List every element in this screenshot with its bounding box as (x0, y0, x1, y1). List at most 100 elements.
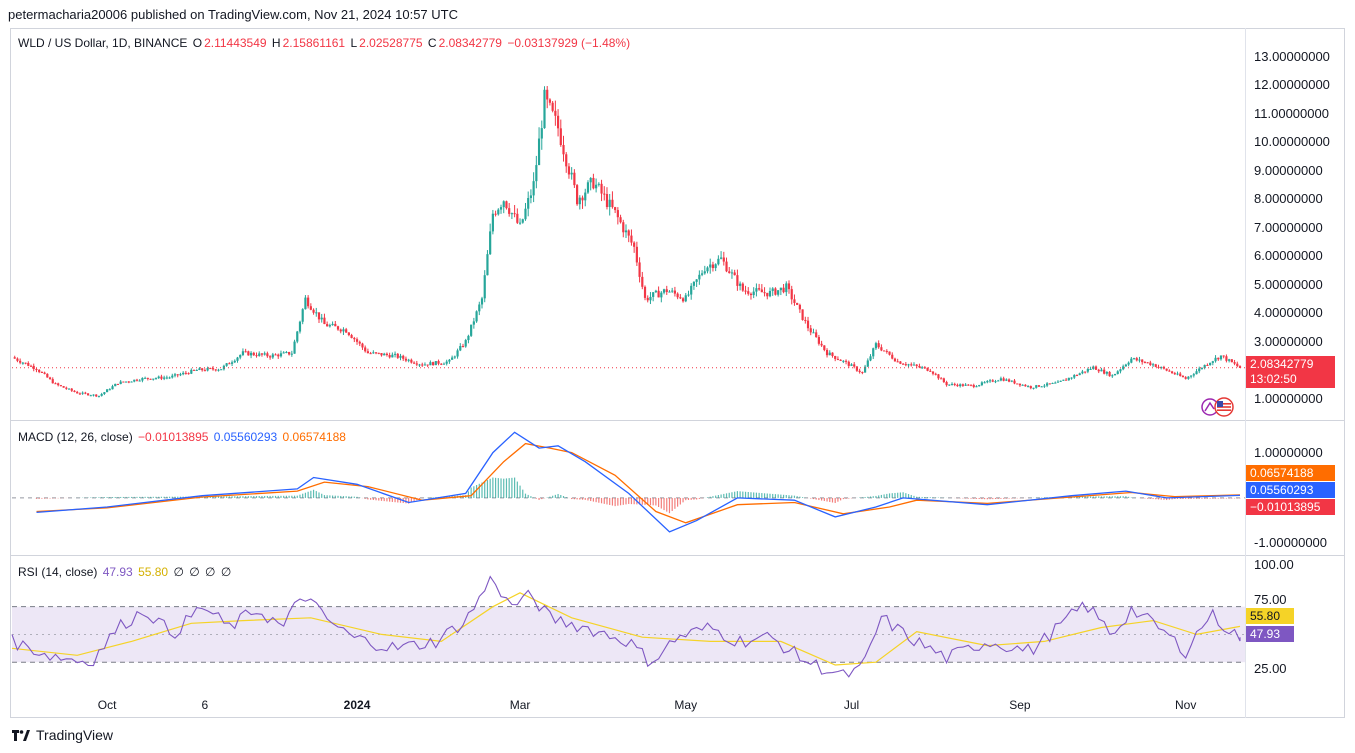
candle-body (882, 350, 886, 352)
candle-body (986, 381, 989, 383)
candle-body (690, 285, 693, 295)
candle-body (567, 166, 571, 175)
candle-body (404, 358, 408, 361)
candle-body (103, 392, 106, 395)
candle-body (192, 369, 196, 371)
candle-body (823, 345, 826, 350)
candle-body (277, 354, 280, 357)
pane-separator[interactable] (10, 420, 1345, 421)
time-tick-label: Nov (1174, 698, 1197, 712)
candle-body (19, 360, 22, 363)
candle-body (187, 373, 190, 375)
candle-body (904, 364, 907, 366)
low-value: 2.02528775 (359, 36, 423, 50)
candle-body (633, 242, 636, 247)
candle-body (331, 323, 334, 326)
time-tick-label: Jul (843, 698, 860, 712)
candle-body (472, 321, 475, 325)
price-tick-label: 3.00000000 (1254, 333, 1323, 349)
candle-body (518, 222, 522, 224)
symbol-title[interactable]: WLD / US Dollar, 1D, BINANCE (18, 36, 188, 50)
candle-body (861, 372, 864, 374)
candle-body (937, 374, 940, 379)
macd-legend[interactable]: MACD (12, 26, close) −0.01013895 0.05560… (18, 430, 348, 444)
macd-tick-label: 1.00000000 (1254, 444, 1323, 460)
price-legend[interactable]: WLD / US Dollar, 1D, BINANCE O 2.11443549… (18, 36, 632, 50)
candle-body (551, 102, 554, 111)
candle-body (809, 328, 812, 333)
candle-body (1018, 383, 1022, 386)
candle-body (622, 222, 625, 233)
candle-body (141, 377, 144, 381)
candle-body (912, 364, 916, 366)
pane-separator[interactable] (10, 555, 1345, 556)
candle-body (896, 361, 899, 363)
candle-body (907, 364, 910, 366)
candle-body (616, 210, 619, 218)
candle-body (940, 378, 943, 380)
candle-body (719, 257, 723, 259)
candle-body (358, 341, 361, 344)
candle-body (1203, 364, 1206, 369)
candle-body (703, 271, 706, 274)
rsi-ma-badge: 55.80 (1246, 608, 1294, 624)
candle-body (1233, 362, 1236, 364)
price-tick-label: 6.00000000 (1254, 248, 1323, 264)
candle-body (521, 219, 524, 223)
candle-body (442, 363, 446, 365)
candle-body (988, 380, 992, 382)
candle-body (978, 385, 981, 387)
candle-body (201, 368, 204, 371)
candle-body (266, 353, 269, 357)
candle-body (1127, 362, 1130, 365)
candle-body (160, 376, 163, 379)
candle-body (203, 370, 206, 372)
candle-body (969, 384, 973, 386)
candle-body (1013, 380, 1016, 384)
open-label: O (192, 36, 203, 50)
candle-body (1187, 376, 1190, 379)
candle-body (467, 335, 470, 341)
candle-body (559, 128, 562, 146)
candle-body (480, 298, 484, 305)
candle-body (320, 317, 323, 320)
candle-body (586, 182, 590, 193)
candle-body (1089, 368, 1092, 370)
candle-body (377, 352, 380, 354)
macd-title[interactable]: MACD (12, 26, close) (18, 430, 133, 444)
rsi-extra: ∅ (205, 565, 216, 579)
candle-body (1170, 371, 1174, 374)
candle-body (516, 213, 519, 223)
candle-body (393, 353, 397, 355)
us-flag-icon[interactable] (1200, 397, 1234, 417)
rsi-legend[interactable]: RSI (14, close) 47.93 55.80 ∅ ∅ ∅ ∅ (18, 565, 233, 579)
candle-body (1037, 385, 1041, 387)
candle-body (301, 309, 304, 322)
rsi-title[interactable]: RSI (14, close) (18, 565, 98, 579)
candle-body (478, 304, 481, 312)
candle-body (179, 374, 182, 376)
rsi-extra: ∅ (189, 565, 200, 579)
candle-body (1029, 386, 1032, 389)
candle-body (1084, 371, 1087, 373)
candle-body (910, 364, 913, 366)
candle-body (763, 292, 766, 294)
candle-body (491, 213, 494, 232)
chart-frame (10, 28, 1345, 718)
candle-body (206, 368, 209, 371)
candle-body (581, 197, 584, 201)
candle-body (334, 323, 337, 327)
candle-body (918, 365, 921, 368)
candle-body (630, 235, 633, 243)
open-value: 2.11443549 (204, 36, 267, 50)
candle-body (182, 372, 185, 375)
candle-body (1122, 366, 1125, 370)
candle-body (641, 276, 644, 287)
tradingview-logo[interactable]: TradingView (12, 727, 113, 743)
candle-body (1043, 385, 1046, 387)
candle-body (399, 355, 402, 358)
candle-body (671, 290, 674, 292)
candle-body (717, 258, 720, 265)
candle-body (790, 289, 793, 300)
